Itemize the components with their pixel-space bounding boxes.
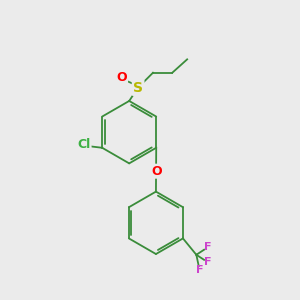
Text: O: O xyxy=(116,71,127,84)
Text: F: F xyxy=(204,257,212,267)
Text: F: F xyxy=(204,242,212,252)
Text: O: O xyxy=(152,165,162,178)
Text: F: F xyxy=(196,265,203,275)
Text: Cl: Cl xyxy=(78,138,91,151)
Text: S: S xyxy=(133,81,143,94)
